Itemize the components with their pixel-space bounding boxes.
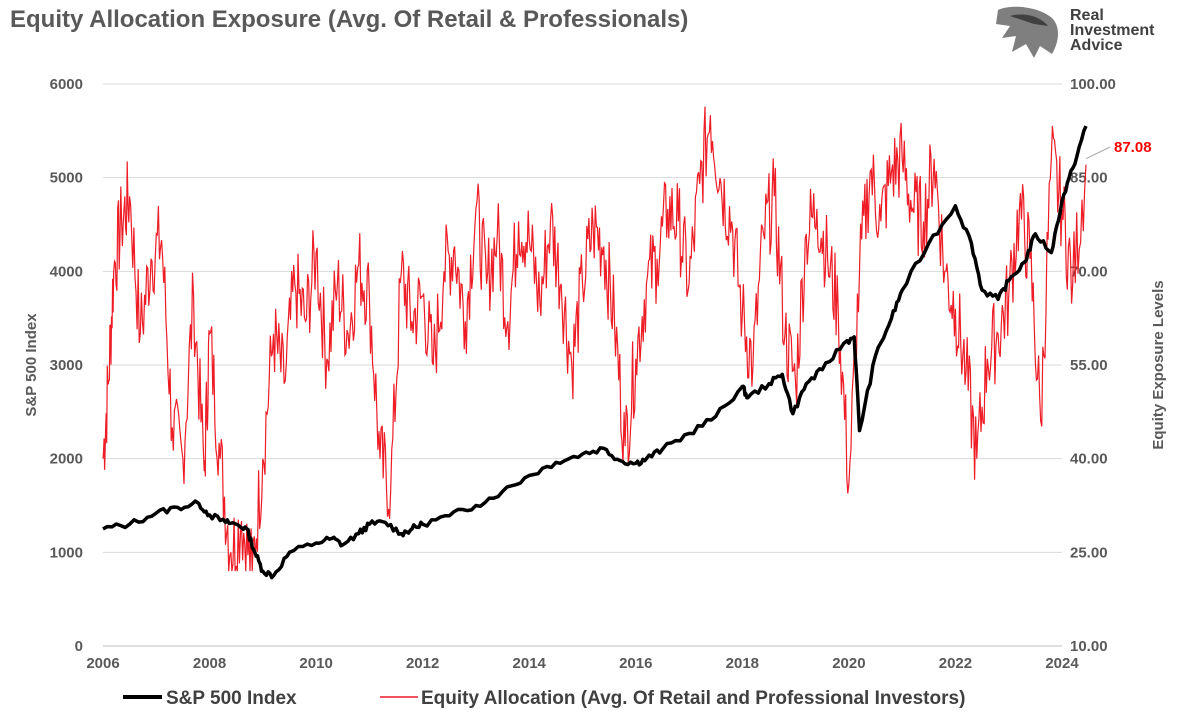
legend-sp500-label: S&P 500 Index bbox=[166, 688, 297, 709]
x-axis-ticks: 2006 2008 2010 2012 2014 2016 2018 2020 2022 2024 bbox=[86, 655, 1079, 672]
left-tick-label: 2000 bbox=[50, 451, 83, 468]
right-tick-label: 25.00 bbox=[1070, 544, 1108, 561]
x-tick-label: 2014 bbox=[513, 655, 547, 672]
right-tick-label: 100.00 bbox=[1070, 76, 1116, 93]
left-axis-ticks: 0 1000 2000 3000 4000 5000 6000 bbox=[50, 76, 83, 655]
x-tick-label: 2018 bbox=[726, 655, 759, 672]
callout-leader-line bbox=[1085, 146, 1111, 160]
right-tick-label: 40.00 bbox=[1070, 451, 1108, 468]
logo-line-1: Real bbox=[1070, 7, 1104, 24]
left-tick-label: 6000 bbox=[50, 76, 83, 93]
x-tick-label: 2020 bbox=[832, 655, 865, 672]
x-tick-label: 2008 bbox=[193, 655, 226, 672]
x-tick-label: 2012 bbox=[406, 655, 439, 672]
right-axis-ticks: 10.00 25.00 40.00 55.00 70.00 85.00 100.00 bbox=[1070, 76, 1116, 655]
left-tick-label: 3000 bbox=[50, 357, 83, 374]
callout-value-label: 87.08 bbox=[1114, 139, 1152, 156]
x-tick-label: 2022 bbox=[939, 655, 972, 672]
right-tick-label: 70.00 bbox=[1070, 263, 1108, 280]
brand-logo: Real Investment Advice bbox=[1070, 7, 1155, 54]
grid-lines bbox=[103, 83, 1062, 647]
logo-line-2: Investment bbox=[1070, 22, 1155, 39]
equity-allocation-series-line bbox=[102, 106, 1087, 572]
left-tick-label: 5000 bbox=[50, 170, 83, 187]
right-tick-label: 55.00 bbox=[1070, 357, 1108, 374]
left-axis-label: S&P 500 Index bbox=[23, 313, 40, 417]
left-tick-label: 0 bbox=[75, 638, 83, 655]
x-tick-label: 2010 bbox=[299, 655, 332, 672]
eagle-head-icon bbox=[996, 6, 1058, 59]
sp500-series-line bbox=[102, 125, 1088, 580]
legend: S&P 500 Index Equity Allocation (Avg. Of… bbox=[123, 688, 965, 709]
right-tick-label: 85.00 bbox=[1070, 170, 1108, 187]
left-tick-label: 4000 bbox=[50, 263, 83, 280]
chart-title: Equity Allocation Exposure (Avg. Of Reta… bbox=[10, 6, 689, 33]
x-tick-label: 2024 bbox=[1045, 655, 1079, 672]
left-tick-label: 1000 bbox=[50, 544, 83, 561]
right-axis-label: Equity Exposure Levels bbox=[1150, 280, 1167, 449]
right-tick-label: 10.00 bbox=[1070, 638, 1108, 655]
logo-line-3: Advice bbox=[1070, 37, 1123, 54]
x-tick-label: 2016 bbox=[619, 655, 652, 672]
x-tick-label: 2006 bbox=[86, 655, 119, 672]
legend-equity-label: Equity Allocation (Avg. Of Retail and Pr… bbox=[421, 688, 965, 709]
